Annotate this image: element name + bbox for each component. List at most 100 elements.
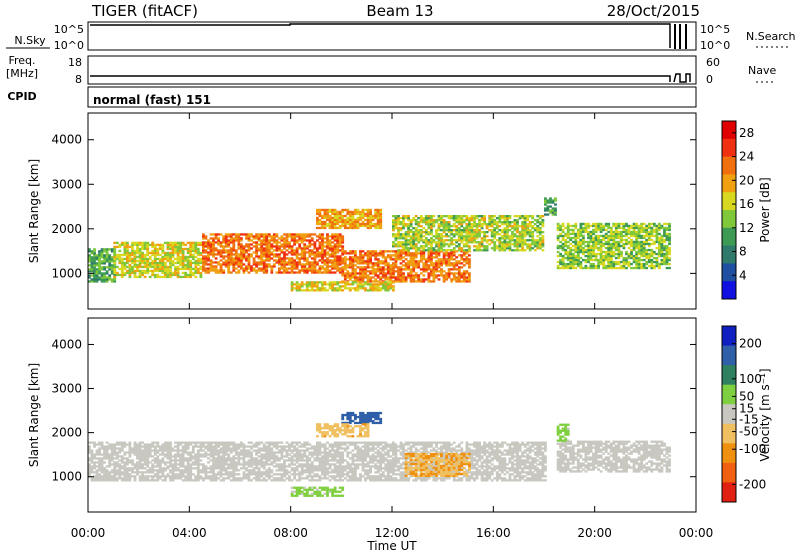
heatmap-cell (194, 265, 198, 269)
heatmap-cell (176, 477, 180, 480)
heatmap-cell (404, 223, 408, 226)
heatmap-cell (260, 261, 264, 264)
heatmap-cell (478, 219, 481, 222)
heatmap-cell (359, 216, 362, 220)
heatmap-cell (470, 227, 474, 230)
heatmap-cell (376, 268, 380, 271)
heatmap-cell (381, 252, 385, 255)
heatmap-cell (663, 222, 666, 226)
heatmap-cell (397, 217, 400, 220)
heatmap-cell (460, 223, 464, 226)
heatmap-cell (354, 287, 357, 290)
heatmap-cell (313, 255, 317, 258)
heatmap-cell (252, 245, 256, 248)
heatmap-cell (219, 467, 223, 470)
heatmap-cell (462, 221, 466, 224)
heatmap-cell (196, 455, 200, 458)
heatmap-cell (480, 241, 484, 244)
heatmap-cell (262, 253, 266, 256)
heatmap-cell (136, 467, 139, 470)
heatmap-cell (650, 252, 654, 256)
heatmap-cell (118, 273, 122, 277)
heatmap-cell (146, 465, 150, 468)
heatmap-cell (468, 272, 471, 275)
heatmap-cell (202, 255, 205, 258)
heatmap-cell (113, 266, 117, 269)
heatmap-cell (500, 223, 504, 226)
heatmap-cell (196, 453, 200, 456)
heatmap-cell (115, 253, 119, 257)
heatmap-cell (224, 245, 228, 248)
heatmap-cell (359, 268, 362, 271)
heatmap-cell (321, 271, 324, 274)
heatmap-cell (376, 260, 380, 263)
heatmap-cell (209, 477, 213, 480)
heatmap-cell (399, 217, 403, 220)
heatmap-cell (589, 248, 593, 252)
heatmap-cell (617, 226, 621, 230)
heatmap-cell (242, 245, 246, 248)
heatmap-cell (450, 229, 454, 232)
heatmap-cell (166, 265, 170, 269)
heatmap-cell (409, 252, 413, 255)
heatmap-cell (247, 239, 251, 242)
heatmap-cell (346, 252, 350, 255)
heatmap-cell (635, 256, 638, 260)
heatmap-cell (658, 254, 661, 258)
heatmap-cell (407, 233, 410, 236)
heatmap-cell (331, 235, 334, 238)
heatmap-cell (141, 473, 144, 476)
heatmap-cell (447, 274, 451, 277)
heatmap-cell (184, 243, 188, 246)
heatmap-cell (485, 249, 489, 252)
heatmap-cell (430, 247, 433, 250)
heatmap-cell (189, 477, 193, 480)
heatmap-cell (597, 252, 600, 256)
heatmap-cell (131, 459, 134, 462)
heatmap-cell (103, 451, 106, 454)
heatmap-cell (402, 215, 405, 218)
heatmap-cell (278, 255, 281, 258)
heatmap-cell (212, 445, 215, 448)
heatmap-cell (457, 231, 461, 234)
heatmap-cell (422, 217, 426, 220)
heatmap-cell (430, 241, 433, 244)
heatmap-cell (234, 249, 238, 252)
heatmap-cell (569, 266, 573, 270)
heatmap-cell (460, 215, 464, 218)
heatmap-cell (174, 475, 177, 478)
heatmap-cell (592, 244, 595, 248)
heatmap-cell (207, 271, 210, 274)
heatmap-cell (95, 256, 99, 259)
heatmap-cell (138, 465, 142, 468)
heatmap-cell (321, 214, 324, 218)
heatmap-cell (392, 219, 395, 222)
heatmap-cell (88, 276, 91, 279)
heatmap-cell (356, 287, 360, 290)
heatmap-cell (328, 285, 332, 288)
heatmap-cell (647, 222, 651, 226)
heatmap-cell (161, 451, 165, 454)
heatmap-cell (493, 229, 497, 232)
heatmap-cell (153, 253, 157, 257)
heatmap-cell (356, 218, 360, 222)
heatmap-cell (166, 467, 170, 470)
heatmap-cell (513, 219, 517, 222)
heatmap-cell (513, 241, 517, 244)
heatmap-cell (128, 467, 132, 470)
heatmap-cell (493, 237, 497, 240)
heatmap-cell (564, 242, 568, 246)
heatmap-cell (120, 257, 124, 261)
heatmap-cell (313, 251, 317, 254)
heatmap-cell (115, 465, 119, 468)
heatmap-cell (262, 249, 266, 252)
heatmap-cell (166, 443, 170, 446)
heatmap-cell (445, 229, 448, 232)
heatmap-cell (131, 259, 134, 263)
heatmap-cell (597, 258, 600, 262)
heatmap-cell (186, 443, 190, 446)
heatmap-cell (364, 274, 367, 277)
heatmap-cell (376, 280, 380, 283)
heatmap-cell (141, 479, 144, 482)
